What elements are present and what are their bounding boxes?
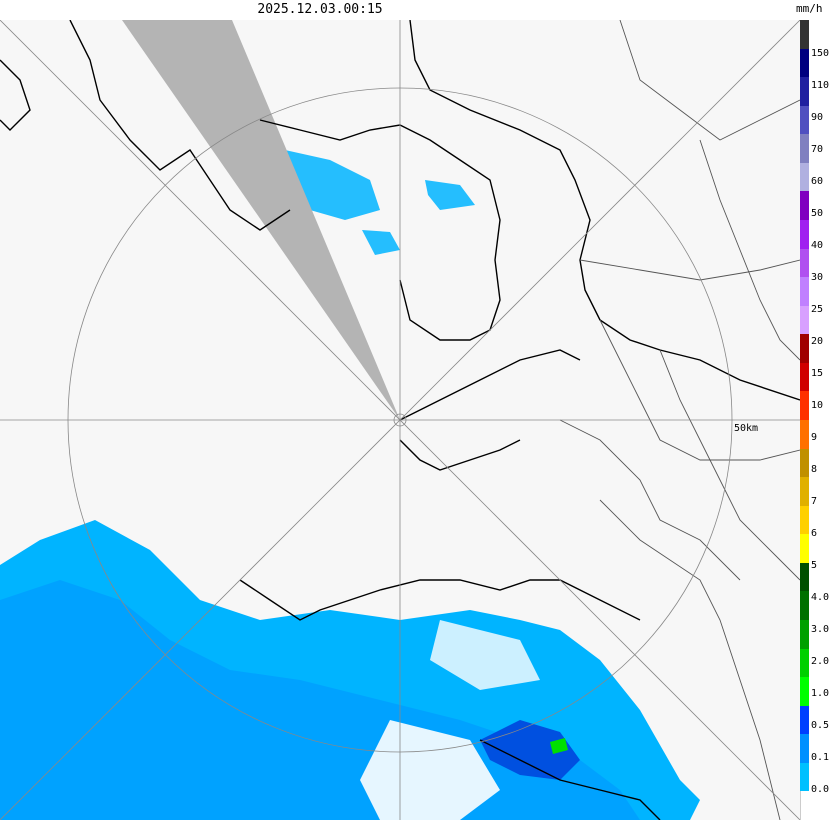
legend-swatch xyxy=(800,162,809,192)
legend-swatch xyxy=(800,734,809,764)
legend-tick-label: 7 xyxy=(811,496,818,507)
legend-swatch xyxy=(800,505,809,535)
legend-tick-label: 1.0 xyxy=(811,688,830,699)
legend-tick-label: 10 xyxy=(811,400,824,411)
legend-tick-label: 8 xyxy=(811,464,818,475)
legend-tick-label: 4.0 xyxy=(811,592,830,603)
legend-tick-label: 3.0 xyxy=(811,624,830,635)
legend-tick-label: 6 xyxy=(811,528,818,539)
legend-swatch xyxy=(800,105,809,135)
timestamp-label: 2025.12.03.00:15 xyxy=(257,2,383,17)
precipitation-echoes xyxy=(0,150,700,820)
legend-tick-label: 9 xyxy=(811,432,818,443)
legend-tick-label: 5 xyxy=(811,560,818,571)
legend-tick-label: 2.0 xyxy=(811,656,830,667)
legend-tick-label: 70 xyxy=(811,144,824,155)
range-rings xyxy=(0,20,800,820)
precipitation-legend: 150 110 90 70 60 50 40 30 25 20 15 10 9 8 7 6 5 4.0 3.0 2.0… xyxy=(800,20,835,820)
legend-swatch xyxy=(800,220,809,250)
legend-tick-label: 30 xyxy=(811,272,824,283)
legend-swatch xyxy=(800,762,809,792)
legend-swatch xyxy=(800,791,810,820)
legend-tick-label: 60 xyxy=(811,176,824,187)
legend-tick-label: 150 xyxy=(811,48,830,59)
legend-tick-label: 110 xyxy=(811,80,830,91)
legend-swatch xyxy=(800,48,809,78)
legend-tick-label: 90 xyxy=(811,112,824,123)
legend-tick-label: 20 xyxy=(811,336,824,347)
radar-map[interactable]: 50km xyxy=(0,20,800,820)
legend-tick-label: 50 xyxy=(811,208,824,219)
legend-swatch xyxy=(800,420,809,450)
legend-tick-label: 0.5 xyxy=(811,720,830,731)
legend-swatch xyxy=(800,362,809,392)
legend-swatch xyxy=(800,620,809,650)
legend-swatch xyxy=(800,20,809,50)
legend-swatch xyxy=(800,591,809,621)
legend-tick-label: 40 xyxy=(811,240,824,251)
legend-tick-label: 15 xyxy=(811,368,824,379)
legend-swatch xyxy=(800,705,809,735)
legend-swatch xyxy=(800,477,809,507)
legend-swatch xyxy=(800,305,809,335)
legend-swatch xyxy=(800,562,809,592)
legend-swatch xyxy=(800,534,809,564)
range-ring-label: 50km xyxy=(734,423,758,434)
legend-swatch xyxy=(800,334,809,364)
beam-blockage-sector xyxy=(122,20,400,420)
legend-swatch xyxy=(800,277,809,307)
legend-swatch xyxy=(800,448,809,478)
legend-swatch xyxy=(800,77,809,107)
legend-tick-label: 0.1 xyxy=(811,752,830,763)
legend-swatch xyxy=(800,248,809,278)
legend-swatch xyxy=(800,191,809,221)
legend-swatch xyxy=(800,134,809,164)
legend-swatch xyxy=(800,677,809,707)
legend-tick-label: 0.0 xyxy=(811,784,830,795)
legend-swatch xyxy=(800,648,809,678)
unit-label: mm/h xyxy=(796,2,823,15)
legend-swatch xyxy=(800,391,809,421)
legend-tick-label: 25 xyxy=(811,304,824,315)
